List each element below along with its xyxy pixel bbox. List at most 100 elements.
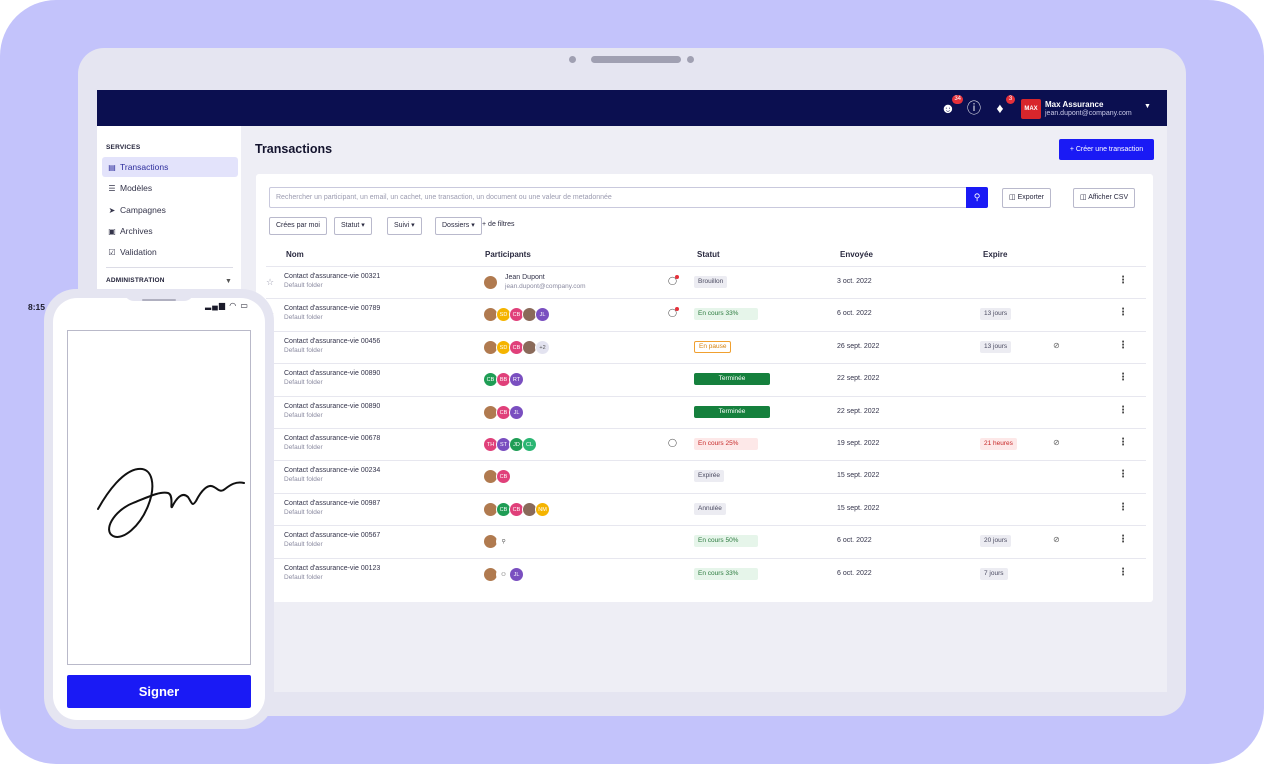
sent-date: 6 oct. 2022	[837, 537, 872, 545]
more-options-icon[interactable]: ⋮	[1118, 501, 1128, 513]
participants-avatars[interactable]: SD CB JL	[483, 307, 550, 323]
help-icon[interactable]: ⓘ	[967, 100, 981, 116]
signature-drawing	[97, 467, 245, 538]
more-options-icon[interactable]: ⋮	[1118, 372, 1128, 384]
more-options-icon[interactable]: ⋮	[1118, 566, 1128, 578]
transaction-name[interactable]: Contact d'assurance-vie 00567	[284, 532, 381, 540]
message-icon[interactable]: ◯	[668, 276, 677, 285]
eye-off-icon[interactable]: ⊘	[1053, 340, 1060, 350]
create-transaction-button[interactable]: + Créer une transaction	[1059, 139, 1154, 160]
column-header-name[interactable]: Nom	[286, 250, 304, 259]
participants-avatars[interactable]: CB JL	[483, 404, 524, 420]
chevron-down-icon[interactable]: ▼	[225, 278, 232, 285]
csv-button[interactable]: ◫ Afficher CSV	[1073, 188, 1136, 208]
page-title: Transactions	[255, 142, 333, 156]
transaction-name[interactable]: Contact d'assurance-vie 00234	[284, 467, 381, 475]
export-button[interactable]: ◫ Exporter	[1002, 188, 1052, 208]
more-options-icon[interactable]: ⋮	[1118, 469, 1128, 481]
account-name[interactable]: Max Assurance	[1045, 100, 1104, 109]
more-options-icon[interactable]: ⋮	[1118, 534, 1128, 546]
participants-avatars[interactable]: SD CB +2	[483, 339, 550, 355]
participants-avatars[interactable]: ⚇ JL	[483, 566, 524, 582]
check-document-icon: ☑	[108, 248, 116, 257]
sidebar-item-campagnes[interactable]: ➤ Campagnes	[102, 200, 238, 220]
message-icon[interactable]: ◯	[668, 308, 677, 318]
message-icon[interactable]: ◯	[668, 438, 677, 447]
more-options-icon[interactable]: ⋮	[1118, 307, 1128, 319]
sidebar-item-transactions[interactable]: ▤ Transactions	[102, 157, 238, 177]
avatar: +2	[535, 339, 550, 355]
star-icon[interactable]: ☆	[266, 277, 275, 287]
more-options-icon[interactable]: ⋮	[1118, 437, 1128, 448]
services-title: SERVICES	[106, 144, 141, 151]
filter-created-by-me[interactable]: Crées par moi	[269, 217, 327, 235]
filter-folders[interactable]: Dossiers ▾	[435, 217, 482, 235]
participants-avatars[interactable]: CB	[483, 469, 511, 485]
eye-off-icon[interactable]: ⊘	[1053, 535, 1060, 545]
filter-status[interactable]: Statut ▾	[334, 217, 372, 235]
transaction-name[interactable]: Contact d'assurance-vie 00890	[284, 402, 381, 410]
transaction-name[interactable]: Contact d'assurance-vie 00789	[284, 305, 381, 313]
phone-time: 8:15	[28, 302, 46, 312]
export-icon: ◫	[1009, 194, 1018, 201]
transaction-name[interactable]: Contact d'assurance-vie 00890	[284, 370, 381, 378]
status-badge: Brouillon	[694, 276, 728, 288]
expire-badge: 13 jours	[980, 340, 1012, 353]
transaction-name[interactable]: Contact d'assurance-vie 00123	[284, 564, 381, 572]
sign-button[interactable]: Signer	[67, 675, 251, 708]
phone-notch	[124, 289, 194, 301]
avatar: RT	[509, 372, 524, 388]
phone-status-icons: ▂▄▆ ◠ ▭	[205, 301, 249, 310]
participants-avatars[interactable]: CB CB NM	[483, 501, 550, 517]
sidebar-item-archives[interactable]: ▣ Archives	[102, 221, 238, 241]
table-row[interactable]: ☆ Contact d'assurance-vie 00321 Default fo…	[266, 266, 1146, 298]
signature-pad[interactable]	[67, 330, 251, 665]
transaction-name[interactable]: Contact d'assurance-vie 00987	[284, 499, 381, 507]
search-icon[interactable]: ⚲	[966, 187, 988, 208]
participants-avatars[interactable]	[483, 275, 498, 290]
sent-date: 6 oct. 2022	[837, 569, 872, 577]
status-badge: Annulée	[694, 502, 726, 515]
transaction-folder: Default folder	[284, 508, 323, 516]
participants-avatars[interactable]: ⚲	[483, 534, 511, 550]
search-input[interactable]: Rechercher un participant, un email, un …	[269, 187, 967, 208]
sidebar-item-modeles[interactable]: ☰ Modèles	[102, 178, 238, 198]
transaction-name[interactable]: Contact d'assurance-vie 00456	[284, 337, 381, 345]
avatar: BB	[496, 372, 511, 388]
bell-icon[interactable]: ♦ 3	[991, 95, 1015, 117]
eye-off-icon[interactable]: ⊘	[1053, 438, 1060, 447]
more-options-icon[interactable]: ⋮	[1118, 339, 1128, 351]
more-options-icon[interactable]: ⋮	[1118, 275, 1128, 286]
participants-avatars[interactable]: CB BB RT	[483, 372, 524, 388]
sent-date: 26 sept. 2022	[837, 342, 880, 350]
column-header-sent[interactable]: Envoyée	[840, 250, 873, 259]
status-badge: En cours 33%	[694, 308, 759, 321]
avatar: CL	[522, 437, 537, 452]
filter-follow[interactable]: Suivi ▾	[387, 217, 422, 235]
more-options-icon[interactable]: ⋮	[1118, 404, 1128, 416]
column-header-expire[interactable]: Expire	[983, 250, 1008, 259]
more-filters-link[interactable]: + de filtres	[482, 221, 515, 228]
transaction-name[interactable]: Contact d'assurance-vie 00678	[284, 435, 381, 442]
participants-avatars[interactable]: TH ST JD CL	[483, 437, 537, 452]
column-header-status[interactable]: Statut	[697, 250, 720, 259]
top-bar: ☻ 34 ⓘ ♦ 3 MAX Max Assurance jean.dupont@c…	[97, 90, 1167, 126]
column-header-participants[interactable]: Participants	[485, 250, 531, 259]
status-badge: En cours 25%	[694, 438, 759, 450]
chevron-down-icon[interactable]: ▼	[1144, 103, 1151, 110]
transactions-card: Rechercher un participant, un email, un …	[256, 174, 1153, 602]
transaction-name[interactable]: Contact d'assurance-vie 00321	[284, 273, 381, 280]
users-icon[interactable]: ☻ 34	[940, 95, 963, 116]
administration-title[interactable]: ADMINISTRATION	[106, 277, 165, 284]
transaction-folder: Default folder	[284, 379, 323, 387]
sidebar-item-validation[interactable]: ☑ Validation	[102, 242, 238, 262]
